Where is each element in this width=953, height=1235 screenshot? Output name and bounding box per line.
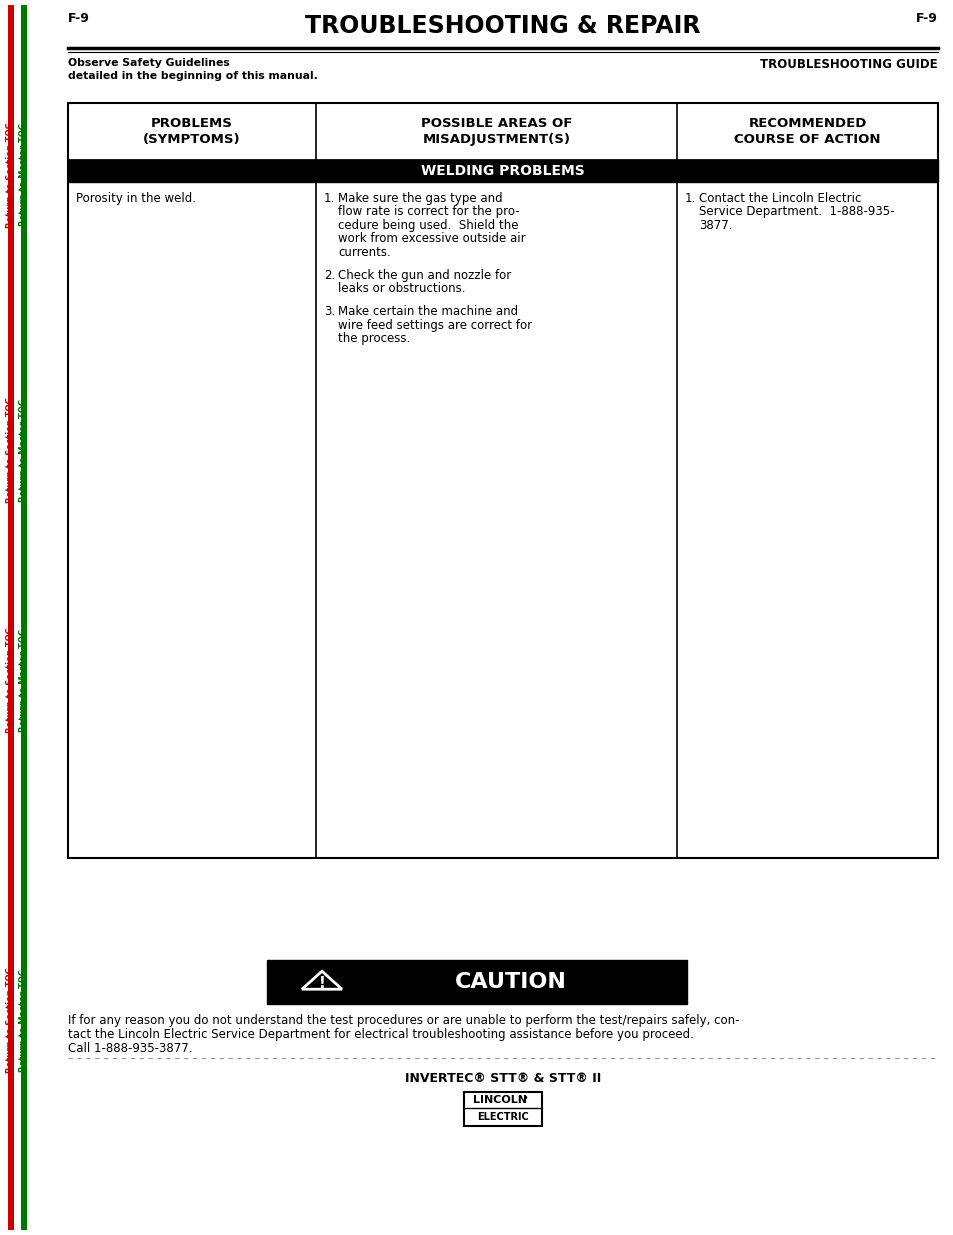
Text: Make certain the machine and: Make certain the machine and [337,305,517,319]
Bar [21,5,27,1230]
Text: TROUBLESHOOTING GUIDE: TROUBLESHOOTING GUIDE [760,58,937,70]
Text: WELDING PROBLEMS: WELDING PROBLEMS [420,164,584,178]
Text: POSSIBLE AREAS OF
MISADJUSTMENT(S): POSSIBLE AREAS OF MISADJUSTMENT(S) [420,117,572,146]
Text: F-9: F-9 [68,12,90,25]
Text: Return to Master TOC: Return to Master TOC [19,629,29,731]
Text: 1.: 1. [684,191,696,205]
Text: TROUBLESHOOTING & REPAIR: TROUBLESHOOTING & REPAIR [305,14,700,38]
Text: Return to Section TOC: Return to Section TOC [7,627,15,732]
Text: the process.: the process. [337,332,410,346]
Bar [267,960,686,1004]
Polygon shape [302,971,341,989]
Text: •: • [521,1093,527,1103]
Text: ELECTRIC: ELECTRIC [476,1113,528,1123]
Text: work from excessive outside air: work from excessive outside air [337,232,525,246]
Text: leaks or obstructions.: leaks or obstructions. [337,283,465,295]
Text: Return to Master TOC: Return to Master TOC [19,968,29,1072]
Text: Return to Master TOC: Return to Master TOC [19,399,29,501]
Text: currents.: currents. [337,246,391,259]
Text: Porosity in the weld.: Porosity in the weld. [76,191,195,205]
Text: Return to Section TOC: Return to Section TOC [7,967,15,1073]
Text: Contact the Lincoln Electric: Contact the Lincoln Electric [699,191,861,205]
Text: LINCOLN: LINCOLN [473,1095,526,1105]
Text: Return to Master TOC: Return to Master TOC [19,124,29,226]
Text: CAUTION: CAUTION [455,972,566,992]
Text: Check the gun and nozzle for: Check the gun and nozzle for [337,269,511,282]
Text: Observe Safety Guidelines
detailed in the beginning of this manual.: Observe Safety Guidelines detailed in th… [68,58,317,82]
Text: Make sure the gas type and: Make sure the gas type and [337,191,502,205]
Bar [68,103,937,858]
Bar [68,161,937,182]
Text: cedure being used.  Shield the: cedure being used. Shield the [337,219,517,232]
Text: 2.: 2. [324,269,335,282]
Text: Service Department.  1-888-935-: Service Department. 1-888-935- [699,205,894,219]
Text: Return to Section TOC: Return to Section TOC [7,398,15,503]
Bar [8,5,14,1230]
Bar [463,1092,541,1126]
Text: RECOMMENDED
COURSE OF ACTION: RECOMMENDED COURSE OF ACTION [734,117,880,146]
Text: flow rate is correct for the pro-: flow rate is correct for the pro- [337,205,519,219]
Text: 3.: 3. [324,305,335,319]
Text: !: ! [318,977,325,992]
Text: Call 1-888-935-3877.: Call 1-888-935-3877. [68,1042,193,1055]
Text: F-9: F-9 [915,12,937,25]
Text: INVERTEC® STT® & STT® II: INVERTEC® STT® & STT® II [404,1072,600,1086]
Text: wire feed settings are correct for: wire feed settings are correct for [337,319,532,332]
Text: 3877.: 3877. [699,219,732,232]
Text: tact the Lincoln Electric Service Department for electrical troubleshooting assi: tact the Lincoln Electric Service Depart… [68,1028,693,1041]
Text: If for any reason you do not understand the test procedures or are unable to per: If for any reason you do not understand … [68,1014,739,1028]
Text: Return to Section TOC: Return to Section TOC [7,122,15,228]
Text: PROBLEMS
(SYMPTOMS): PROBLEMS (SYMPTOMS) [143,117,240,146]
Text: 1.: 1. [324,191,335,205]
